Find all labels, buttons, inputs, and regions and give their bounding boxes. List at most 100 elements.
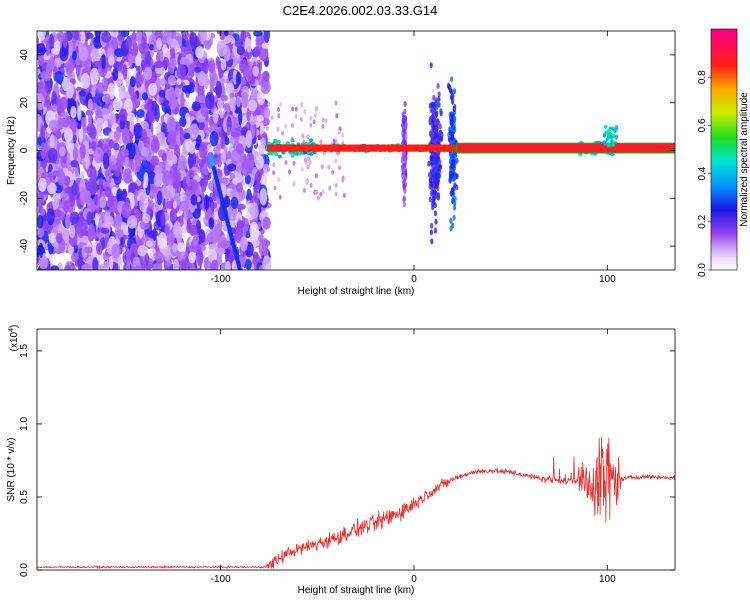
spectrogram-cell — [91, 140, 97, 152]
spectrogram-cell — [301, 133, 305, 139]
spectrogram-cell — [276, 139, 281, 144]
spectrogram-cell — [213, 223, 222, 240]
spectrogram-cell — [303, 109, 307, 114]
spectrogram-cell — [57, 211, 66, 221]
y-scale-close: ) — [9, 325, 20, 328]
spectrogram-cell — [277, 154, 282, 159]
spectrogram-cell — [578, 152, 583, 157]
spectrogram-cell — [121, 127, 130, 145]
x-axis-label: Height of straight line (km) — [298, 286, 415, 297]
spectrogram-cell — [452, 214, 456, 221]
spectrogram-cell — [55, 233, 63, 244]
spectrogram-cell — [188, 143, 196, 154]
spectrogram-cell — [118, 108, 128, 122]
spectrogram-cell — [331, 169, 335, 175]
spectrogram-cell — [234, 38, 244, 48]
spectrogram-cell — [230, 105, 236, 112]
spectrogram-cell — [229, 92, 235, 99]
spectrogram-cell — [603, 141, 607, 146]
spectrogram-cell — [114, 214, 123, 228]
spectrogram-cell — [235, 71, 242, 86]
spectrogram-cell — [126, 261, 130, 270]
spectrogram-cell — [80, 31, 86, 44]
spectrogram-cell — [176, 78, 182, 86]
spectrogram-cell — [209, 130, 219, 147]
spectrogram-cell — [102, 152, 110, 170]
spectrogram-cell — [247, 99, 258, 112]
spectrogram-cell — [337, 129, 341, 135]
spectrogram-cell — [39, 207, 46, 217]
y-tick-label: 20 — [19, 97, 30, 109]
spectrogram-cell — [451, 163, 455, 170]
spectrogram-cell — [328, 185, 332, 191]
spectrogram-cell — [47, 182, 57, 195]
spectrogram-cell — [611, 142, 615, 147]
spectrogram-cell — [52, 170, 61, 177]
spectrogram-cell — [436, 118, 440, 125]
spectrogram-cell — [154, 164, 163, 174]
spectrogram-cell — [104, 186, 112, 198]
spectrogram-cell — [100, 227, 110, 234]
spectrogram-cell — [121, 201, 132, 219]
spectrogram-cell — [278, 194, 282, 200]
spectrogram-cell — [145, 153, 152, 162]
colorbar-tick-label: 0.6 — [697, 118, 708, 132]
spectrogram-cell — [69, 264, 76, 270]
spectrogram-cell — [450, 187, 454, 194]
spectrogram-cell — [453, 103, 457, 110]
spectrogram-cell — [230, 131, 240, 138]
spectrogram-cell — [37, 215, 44, 229]
spectrogram-cell — [128, 53, 134, 68]
spectrogram-cell — [196, 95, 207, 104]
spectrogram-cell — [167, 131, 177, 146]
spectrogram-cell — [220, 239, 230, 249]
spectrogram-cell — [108, 138, 114, 149]
spectrogram-cell — [134, 189, 139, 207]
spectrogram-cell — [334, 182, 338, 188]
spectrogram-cell — [613, 129, 617, 134]
spectrogram-cell — [146, 206, 153, 215]
spectrogram-cell — [432, 188, 436, 194]
spectrogram-cell — [608, 127, 612, 132]
snr-series-line — [37, 436, 675, 570]
spectrogram-cell — [241, 159, 251, 177]
spectrogram-cell — [144, 253, 150, 266]
spectrogram-cell — [127, 215, 138, 229]
spectrogram-cell — [199, 31, 207, 42]
spectrogram-cell — [432, 127, 436, 134]
x-tick-label: 100 — [599, 574, 616, 585]
spectrogram-cell — [429, 115, 433, 122]
spectrogram-cell — [158, 89, 166, 98]
spectrogram-cell — [145, 240, 154, 247]
spectrogram-cell — [123, 174, 133, 183]
spectrogram-cell — [69, 211, 80, 225]
spectrogram-cell — [435, 164, 439, 171]
spectrogram-cell — [105, 169, 112, 185]
spectrogram-cell — [143, 172, 149, 189]
spectrogram-cell — [208, 60, 216, 73]
spectrogram-cell — [89, 166, 97, 184]
spectrogram-cell — [38, 242, 44, 258]
spectrogram-cell — [453, 204, 457, 211]
spectrogram-cell — [290, 154, 295, 158]
spectrogram-cell — [428, 196, 432, 203]
spectrogram-cell — [133, 124, 143, 140]
spectrogram-cell — [306, 134, 310, 140]
spectrogram-cell — [229, 189, 236, 199]
spectrogram-cell — [148, 82, 158, 96]
spectrogram-cell — [220, 59, 227, 71]
spectrogram-cell — [48, 232, 56, 244]
spectrogram-cell — [225, 82, 235, 94]
spectrogram-cell — [166, 116, 176, 135]
y-tick-label: 1.0 — [19, 417, 30, 431]
spectrogram-cell — [156, 123, 161, 131]
spectrogram-cell — [182, 31, 190, 40]
spectrogram-cell — [342, 193, 346, 198]
spectrogram-cell — [169, 58, 177, 69]
spectrogram-cell — [129, 115, 134, 133]
spectrogram-cell — [109, 256, 114, 270]
spectrogram-cell — [37, 227, 45, 238]
spectrogram-cell — [437, 91, 441, 98]
spectrogram-cell — [84, 152, 90, 170]
spectrogram-cell — [70, 106, 77, 119]
